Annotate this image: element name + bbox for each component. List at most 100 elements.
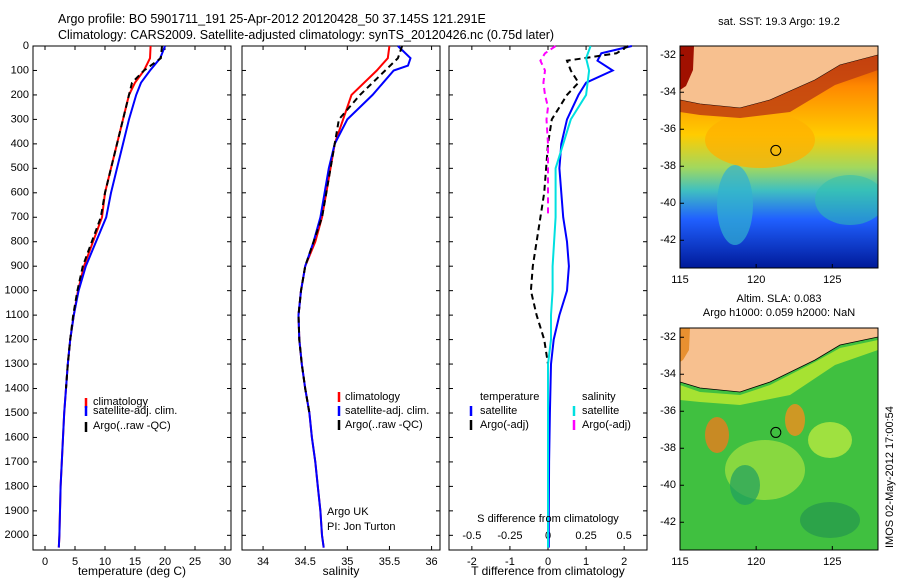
sla-map-subtitle: Argo h1000: 0.059 h2000: NaN bbox=[703, 307, 855, 319]
sla-west-land bbox=[680, 328, 690, 362]
sst-coastal-strip bbox=[680, 55, 878, 118]
x-tick-label: 15 bbox=[129, 556, 141, 568]
depth-tick-label: 1500 bbox=[5, 407, 29, 419]
salinity-annotation-institution: Argo UK bbox=[327, 506, 369, 518]
sst-warm-eddy bbox=[705, 112, 815, 168]
depth-tick-label: 900 bbox=[11, 260, 29, 272]
legend-label-climatology-sal: climatology bbox=[345, 391, 401, 403]
series-line-argo-raw-qc- bbox=[297, 45, 404, 414]
series-line-satellite-adj-clim- bbox=[297, 45, 412, 548]
salinity-annotation-pi: PI: Jon Turton bbox=[327, 521, 395, 533]
salinity-panel: 34 34.5 35 35.5 36 climatology satellite-adj… bbox=[241, 45, 441, 578]
sla-low-2 bbox=[800, 502, 860, 538]
x-tick-label: 25 bbox=[189, 556, 201, 568]
lat-tick-label: -40 bbox=[660, 197, 676, 209]
series-line-climatology bbox=[297, 45, 391, 548]
figure-title-line2: Climatology: CARS2009. Satellite-adjuste… bbox=[58, 28, 555, 42]
s-tick-label: 0.25 bbox=[575, 530, 596, 542]
series-line-argo-adj- bbox=[529, 45, 629, 365]
depth-tick-label: 1300 bbox=[5, 358, 29, 370]
legend-heading-salinity: salinity bbox=[582, 391, 616, 403]
series-line-argo-adj- bbox=[539, 45, 557, 218]
depth-tick-label: 800 bbox=[11, 236, 29, 248]
x-tick-label: 10 bbox=[99, 556, 111, 568]
lon-tick-label: 115 bbox=[671, 274, 689, 286]
salinity-series bbox=[297, 45, 412, 548]
lat-tick-label: -38 bbox=[660, 160, 676, 172]
figure-title-line1: Argo profile: BO 5901711_191 25-Apr-2012… bbox=[58, 12, 486, 26]
legend-label-argo: Argo(..raw -QC) bbox=[93, 420, 171, 432]
lon-tick-label: 120 bbox=[747, 556, 765, 568]
lat-tick-label: -42 bbox=[660, 516, 676, 528]
legend-heading-temperature: temperature bbox=[480, 391, 539, 403]
legend-label-s-satellite: satellite bbox=[582, 405, 619, 417]
depth-tick-label: 1100 bbox=[5, 309, 29, 321]
legend-label-t-argo: Argo(-adj) bbox=[480, 419, 529, 431]
x-tick-label: 35 bbox=[341, 556, 353, 568]
x-tick-label: 20 bbox=[159, 556, 171, 568]
lat-tick-label: -34 bbox=[660, 368, 676, 380]
difference-series bbox=[529, 45, 633, 548]
sla-high-1 bbox=[705, 417, 729, 453]
sla-land bbox=[680, 328, 878, 393]
sst-map-image bbox=[680, 46, 878, 268]
temperature-axes-frame bbox=[32, 45, 232, 551]
depth-tick-label: 1600 bbox=[5, 431, 29, 443]
sst-map-title: sat. SST: 19.3 Argo: 19.2 bbox=[718, 16, 840, 28]
sla-coastal-strip bbox=[680, 340, 878, 405]
sla-high-2 bbox=[785, 404, 805, 436]
x-tick-label: -2 bbox=[467, 556, 477, 568]
legend-label-s-argo: Argo(-adj) bbox=[582, 419, 631, 431]
depth-tick-label: 1700 bbox=[5, 456, 29, 468]
depth-tick-label: 2000 bbox=[5, 529, 29, 541]
depth-tick-label: 200 bbox=[11, 89, 29, 101]
difference-panel: -2 -1 0 1 2-0.5 -0.25 0 0.25 0.5 temperature sat… bbox=[448, 45, 648, 578]
legend-label-satellite-sal: satellite-adj. clim. bbox=[345, 405, 429, 417]
depth-tick-label: 1200 bbox=[5, 333, 29, 345]
sla-map-panel: Altim. SLA: 0.083 Argo h1000: 0.059 h200… bbox=[660, 293, 879, 568]
sst-cool-tongue bbox=[717, 165, 753, 245]
difference-xlabel: T difference from climatology bbox=[471, 564, 625, 578]
depth-tick-label: 1900 bbox=[5, 505, 29, 517]
series-line-climatology bbox=[57, 45, 152, 548]
depth-tick-label: 0 bbox=[23, 40, 29, 52]
sla-map-ticks: 115 120 125 -32 -34 -36 -38 -40 -42 bbox=[660, 331, 841, 568]
sla-low-1 bbox=[730, 465, 760, 505]
temperature-legend: climatology satellite-adj. clim. Argo(..… bbox=[84, 396, 177, 432]
x-tick-label: -1 bbox=[505, 556, 515, 568]
depth-tick-label: 100 bbox=[11, 64, 29, 76]
lat-tick-label: -34 bbox=[660, 86, 676, 98]
temperature-xlabel: temperature (deg C) bbox=[78, 564, 186, 578]
lat-tick-label: -32 bbox=[660, 49, 676, 61]
difference-top-xlabel: S difference from climatology bbox=[477, 513, 619, 525]
x-tick-label: 0 bbox=[545, 556, 551, 568]
series-line-satellite bbox=[547, 45, 633, 548]
sla-map-title: Altim. SLA: 0.083 bbox=[737, 293, 822, 305]
depth-tick-label: 300 bbox=[11, 113, 29, 125]
temperature-panel: 0100200300400500600700800900100011001200… bbox=[5, 40, 232, 578]
lon-tick-label: 120 bbox=[747, 274, 765, 286]
x-tick-label: 5 bbox=[72, 556, 78, 568]
temperature-ticks: 0100200300400500600700800900100011001200… bbox=[5, 40, 232, 568]
lat-tick-label: -36 bbox=[660, 405, 676, 417]
salinity-legend: climatology satellite-adj. clim. Argo(..… bbox=[337, 391, 429, 431]
depth-tick-label: 1800 bbox=[5, 480, 29, 492]
legend-label-t-satellite: satellite bbox=[480, 405, 517, 417]
difference-legend: temperature satellite Argo(-adj) salinit… bbox=[469, 391, 631, 431]
series-line-satellite bbox=[547, 45, 592, 548]
legend-label-climatology: climatology bbox=[93, 396, 149, 408]
temperature-series bbox=[57, 45, 166, 548]
series-line-argo-raw-qc- bbox=[65, 45, 163, 389]
sst-map-ticks: 115 120 125 -32 -34 -36 -38 -40 -42 bbox=[660, 49, 841, 286]
series-line-satellite-adj-clim- bbox=[57, 45, 166, 548]
depth-tick-label: 1000 bbox=[5, 285, 29, 297]
sst-cool-patch bbox=[815, 175, 878, 225]
lon-tick-label: 125 bbox=[823, 556, 841, 568]
difference-ticks: -2 -1 0 1 2-0.5 -0.25 0 0.25 0.5 bbox=[449, 45, 647, 568]
x-tick-label: 34 bbox=[257, 556, 269, 568]
s-tick-label: 0.5 bbox=[617, 530, 632, 542]
lat-tick-label: -40 bbox=[660, 479, 676, 491]
sst-west-land bbox=[680, 46, 694, 90]
salinity-ticks: 34 34.5 35 35.5 36 bbox=[242, 45, 440, 568]
